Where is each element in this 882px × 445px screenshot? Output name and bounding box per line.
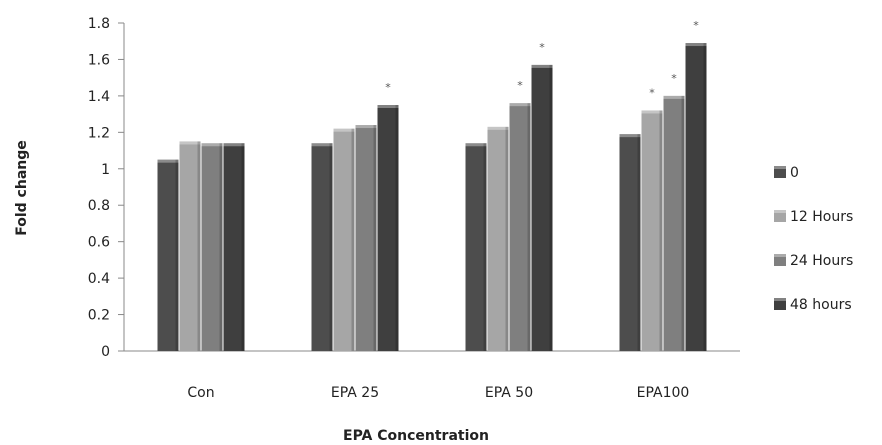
x-tick-label: EPA100 bbox=[637, 385, 690, 401]
bar-bevel bbox=[509, 103, 531, 107]
bar-bevel bbox=[663, 95, 685, 99]
bar-bevel bbox=[377, 105, 399, 108]
y-tick-label: 0 bbox=[101, 344, 110, 360]
bar bbox=[377, 105, 399, 351]
significance-mark: * bbox=[671, 72, 677, 85]
bar bbox=[509, 103, 531, 351]
legend-swatch bbox=[774, 254, 786, 266]
bar-shade bbox=[197, 141, 201, 351]
significance-mark: * bbox=[649, 86, 655, 99]
bar-shade bbox=[219, 143, 223, 351]
bar-shade bbox=[351, 128, 355, 351]
bar-bevel bbox=[333, 128, 355, 132]
bar bbox=[201, 143, 223, 351]
legend-label: 12 Hours bbox=[790, 209, 853, 225]
bar-bevel bbox=[641, 110, 663, 114]
bar bbox=[641, 110, 663, 351]
x-tick-label: EPA 50 bbox=[485, 385, 533, 401]
y-tick-label: 1.8 bbox=[88, 16, 110, 32]
significance-mark: * bbox=[539, 41, 545, 54]
bar-shade bbox=[329, 143, 333, 351]
legend-swatch-bevel bbox=[774, 210, 786, 213]
bar-shade bbox=[527, 103, 531, 351]
legend-label: 24 Hours bbox=[790, 253, 853, 269]
legend-swatch-bevel bbox=[774, 166, 786, 169]
legend-swatch-bevel bbox=[774, 298, 786, 301]
bar bbox=[465, 143, 487, 351]
bar-shade bbox=[549, 64, 553, 352]
legend-swatch-bevel bbox=[774, 254, 786, 257]
bar bbox=[157, 159, 179, 351]
bar bbox=[311, 143, 333, 351]
bar-shade bbox=[241, 143, 245, 351]
bar-bevel bbox=[223, 143, 245, 147]
x-axis: Con EPA 25 EPA 50 EPA100 bbox=[124, 350, 740, 401]
bar-bevel bbox=[487, 126, 509, 130]
bar-shade bbox=[175, 159, 179, 351]
bar bbox=[179, 141, 201, 351]
bar-shade bbox=[373, 125, 377, 352]
legend-swatch bbox=[774, 210, 786, 222]
bar-shade bbox=[395, 105, 399, 351]
y-tick-label: 1.4 bbox=[88, 89, 110, 105]
bar bbox=[663, 95, 685, 351]
y-tick-label: 0.2 bbox=[88, 308, 110, 324]
bar-shade bbox=[703, 43, 707, 352]
y-tick-label: 1 bbox=[101, 162, 110, 178]
bar-bevel bbox=[311, 143, 333, 147]
bar-bevel bbox=[157, 159, 179, 163]
bar-shade bbox=[637, 134, 641, 351]
bar-bevel bbox=[201, 143, 223, 147]
significance-mark: * bbox=[385, 81, 391, 94]
significance-mark: * bbox=[693, 19, 699, 32]
y-tick-label: 0.8 bbox=[88, 198, 110, 214]
y-tick-label: 0.4 bbox=[88, 271, 110, 287]
y-axis: 0 0.2 0.4 0.6 0.8 1 1.2 1.4 1.6 1.8 bbox=[88, 16, 125, 360]
x-tick-label: Con bbox=[187, 385, 214, 401]
bar bbox=[619, 134, 641, 351]
bar bbox=[685, 43, 707, 352]
legend-label: 48 hours bbox=[790, 297, 852, 313]
bar-shade bbox=[505, 126, 509, 351]
bar-shade bbox=[483, 143, 487, 351]
y-axis-title: Fold change bbox=[14, 140, 30, 236]
bar-bevel bbox=[619, 134, 641, 138]
bar-bevel bbox=[685, 43, 707, 47]
bar bbox=[531, 64, 553, 352]
bar-bevel bbox=[355, 125, 377, 129]
y-tick-label: 0.6 bbox=[88, 235, 110, 251]
bar bbox=[355, 125, 377, 352]
bar-shade bbox=[659, 110, 663, 351]
x-axis-title: EPA Concentration bbox=[343, 428, 489, 444]
bar-bevel bbox=[465, 143, 487, 147]
bars bbox=[157, 43, 707, 352]
bar bbox=[487, 126, 509, 351]
legend-swatch bbox=[774, 298, 786, 310]
legend-label: 0 bbox=[790, 165, 799, 181]
bar-bevel bbox=[179, 141, 201, 145]
legend: 0 12 Hours 24 Hours 48 hours bbox=[774, 165, 853, 313]
significance-mark: * bbox=[517, 79, 523, 92]
y-tick-label: 1.6 bbox=[88, 52, 110, 68]
y-tick-label: 1.2 bbox=[88, 125, 110, 141]
x-tick-label: EPA 25 bbox=[331, 385, 379, 401]
legend-swatch bbox=[774, 166, 786, 178]
bar-shade bbox=[681, 95, 685, 351]
bar bbox=[333, 128, 355, 351]
bar-bevel bbox=[531, 64, 553, 68]
bar bbox=[223, 143, 245, 351]
significance-marks: * * * * * * bbox=[385, 19, 699, 99]
